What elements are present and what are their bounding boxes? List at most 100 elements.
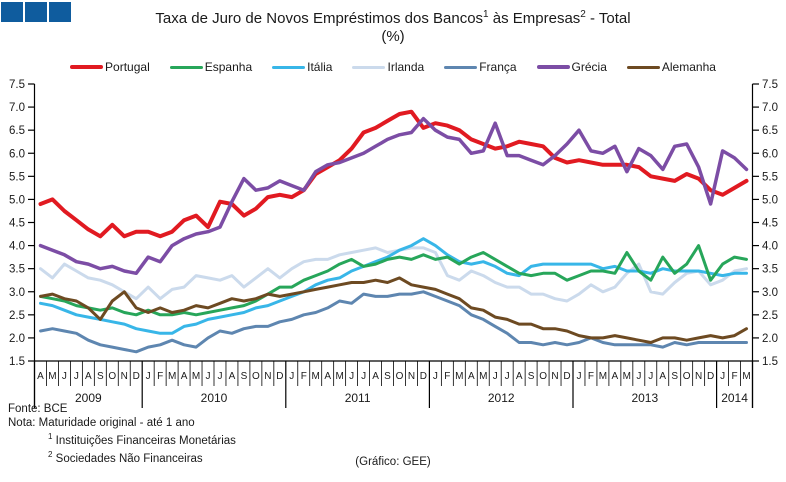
legend-swatch <box>626 65 660 69</box>
month-label: N <box>264 371 271 382</box>
month-label: A <box>181 371 188 382</box>
month-label: J <box>349 371 354 382</box>
footnote-1: 1 Instituições Financeiras Monetárias <box>48 432 236 447</box>
y-tick-label-right: 1.5 <box>762 356 778 368</box>
month-label: J <box>493 371 498 382</box>
month-label: N <box>551 371 558 382</box>
month-label: M <box>312 371 320 382</box>
month-label: M <box>623 371 631 382</box>
month-label: A <box>324 371 331 382</box>
legend-label: Irlanda <box>387 60 425 74</box>
month-label: A <box>612 371 619 382</box>
legend-swatch <box>352 65 386 69</box>
y-tick-label-right: 6.0 <box>762 148 778 160</box>
y-tick-label-left: 6.5 <box>9 125 25 137</box>
month-label: N <box>695 371 702 382</box>
month-label: J <box>74 371 79 382</box>
month-label: J <box>576 371 581 382</box>
month-label: M <box>335 371 343 382</box>
series-line-alemanha <box>39 276 748 344</box>
series-line-irlanda <box>39 246 748 303</box>
legend-item-grécia: Grécia <box>536 60 607 74</box>
footnote-2: 2 Sociedades Não Financeiras <box>48 449 203 465</box>
legend-swatch <box>444 65 478 69</box>
y-tick-label-left: 1.5 <box>9 356 25 368</box>
legend-label: Itália <box>307 60 333 74</box>
y-tick-label-left: 2.0 <box>9 333 25 345</box>
chart-notes: Fonte: BCE Nota: Maturidade original - a… <box>8 402 236 466</box>
legend-label: Alemanha <box>661 60 716 74</box>
month-label: A <box>468 371 475 382</box>
month-label: J <box>146 371 151 382</box>
month-label: J <box>217 371 222 382</box>
series-line-itália <box>39 237 748 335</box>
month-label: A <box>659 371 666 382</box>
source-note: Fonte: BCE <box>8 403 68 415</box>
legend-label: Grécia <box>571 60 607 74</box>
legend-label: Portugal <box>105 60 150 74</box>
year-label: 2013 <box>631 391 658 405</box>
month-label: S <box>241 371 248 382</box>
month-label: A <box>85 371 92 382</box>
logo <box>1 2 71 22</box>
year-label: 2009 <box>75 391 102 405</box>
month-label: F <box>731 371 737 382</box>
month-label: J <box>361 371 366 382</box>
month-label: O <box>683 371 691 382</box>
axes <box>28 83 759 408</box>
month-label: S <box>384 371 391 382</box>
credit-note: (Gráfico: GEE) <box>355 456 431 468</box>
month-label: J <box>206 371 211 382</box>
maturity-note: Nota: Maturidade original - até 1 ano <box>8 417 195 429</box>
year-label: 2012 <box>488 391 515 405</box>
y-tick-label-right: 3.0 <box>762 287 778 299</box>
year-label: 2014 <box>721 391 748 405</box>
month-label: D <box>133 371 140 382</box>
y-tick-label-right: 6.5 <box>762 125 778 137</box>
legend-item-portugal: Portugal <box>70 60 150 74</box>
month-label: J <box>648 371 653 382</box>
month-label: D <box>420 371 427 382</box>
legend-item-alemanha: Alemanha <box>626 60 716 74</box>
y-tick-label-left: 7.5 <box>9 79 25 91</box>
legend-swatch <box>70 65 104 69</box>
page-title: Taxa de Juro de Novos Empréstimos dos Ba… <box>0 6 786 46</box>
legend-item-espanha: Espanha <box>169 60 252 74</box>
series-line-frança <box>39 290 748 354</box>
month-label: A <box>372 371 379 382</box>
legend-label: França <box>479 60 517 74</box>
month-label: D <box>563 371 570 382</box>
chart-legend: Portugal Espanha Itália Irlanda França Grécia… <box>0 60 786 74</box>
month-label: M <box>48 371 56 382</box>
month-label: A <box>516 371 523 382</box>
logo-square <box>25 2 47 22</box>
month-label: A <box>229 371 236 382</box>
y-tick-label-right: 4.0 <box>762 241 778 253</box>
y-tick-label-left: 3.5 <box>9 264 25 276</box>
y-tick-label-right: 2.0 <box>762 333 778 345</box>
month-label: M <box>192 371 200 382</box>
month-label: S <box>528 371 535 382</box>
month-label: M <box>599 371 607 382</box>
month-label: O <box>108 371 116 382</box>
month-label: J <box>720 371 725 382</box>
y-tick-label-left: 5.5 <box>9 171 25 183</box>
year-label: 2010 <box>201 391 228 405</box>
chart-title: Taxa de Juro de Novos Empréstimos dos Ba… <box>155 9 631 27</box>
month-label: J <box>636 371 641 382</box>
y-tick-label-left: 3.0 <box>9 287 25 299</box>
y-axis-labels: 1.5 1.5 2.0 2.0 2.5 2.5 3.0 3.0 3.5 3.5 4.0 4.0 4.5 4… <box>9 79 778 368</box>
y-tick-label-left: 7.0 <box>9 102 25 114</box>
month-label: M <box>742 371 750 382</box>
month-label: O <box>539 371 547 382</box>
logo-square <box>1 2 23 22</box>
month-label: F <box>588 371 594 382</box>
logo-square <box>49 2 71 22</box>
y-tick-label-right: 4.5 <box>762 218 778 230</box>
month-label: D <box>707 371 714 382</box>
month-label: M <box>479 371 487 382</box>
year-label: 2011 <box>345 391 371 405</box>
